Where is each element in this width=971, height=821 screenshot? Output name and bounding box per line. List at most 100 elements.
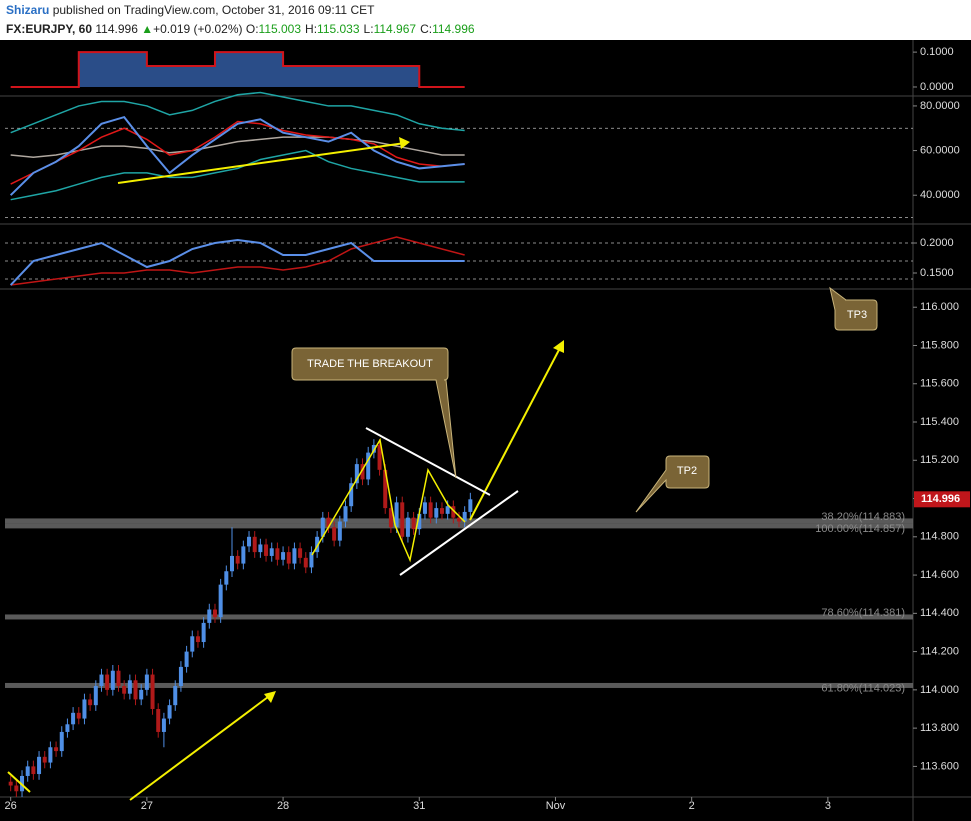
candle-body <box>144 674 149 690</box>
background <box>0 40 971 821</box>
y-tick-label: 115.600 <box>920 378 959 390</box>
candle-body <box>320 517 325 537</box>
panel-borders <box>0 40 971 821</box>
price: 114.996 <box>95 22 138 36</box>
candle-body <box>332 527 337 541</box>
arrow-head <box>264 691 276 703</box>
candle-body <box>281 552 286 560</box>
candle-body <box>122 686 127 694</box>
x-tick-label: 31 <box>413 800 425 812</box>
ohlc-value: 115.003 <box>258 22 302 36</box>
candle-body <box>173 686 178 706</box>
y-tick-label: 113.800 <box>920 722 959 734</box>
x-tick-label: 28 <box>277 800 289 812</box>
candle-body <box>315 536 320 553</box>
candle-body <box>354 464 359 484</box>
candle-body <box>167 705 172 719</box>
candle-body <box>371 444 376 453</box>
indicator-line <box>10 149 465 201</box>
trend-arrow <box>117 142 406 184</box>
candle-body <box>150 674 155 709</box>
published: published on TradingView.com, October 31… <box>52 3 375 17</box>
ohlc-key: H: <box>305 22 318 36</box>
step-area <box>10 52 465 87</box>
x-tick-label: Nov <box>546 800 566 812</box>
candle-body <box>54 747 59 752</box>
candle-body <box>439 508 444 514</box>
indicator-line <box>9 239 465 286</box>
candle-body <box>82 699 87 719</box>
candle-body <box>377 444 382 470</box>
candle-body <box>360 464 365 480</box>
arrow: ▲ <box>141 22 154 36</box>
ohlc-key: O: <box>245 22 259 36</box>
indicator-line <box>10 236 465 286</box>
fib-label: 38.20%(114.883) <box>821 511 905 523</box>
y-tick-label: 114.800 <box>920 531 959 543</box>
candle-body <box>252 536 257 553</box>
candle-body <box>139 689 144 700</box>
zigzag <box>311 437 466 563</box>
candle-body <box>462 511 467 522</box>
candle-body <box>42 756 47 763</box>
candle-body <box>349 483 354 507</box>
candle-body <box>343 506 348 522</box>
candle-body <box>156 708 161 732</box>
candle-body <box>434 508 439 518</box>
breakout-arrow <box>469 345 562 521</box>
candle-body <box>37 756 42 775</box>
y-tick-label: 60.0000 <box>920 144 960 156</box>
candle-body <box>286 552 291 564</box>
y-tick-label: 80.0000 <box>920 100 960 112</box>
y-tick-label: 0.2000 <box>920 237 954 249</box>
y-tick-label: 114.000 <box>920 684 959 696</box>
candle-body <box>445 506 450 514</box>
y-tick-label: 115.200 <box>920 454 959 466</box>
candle-body <box>258 544 263 553</box>
fib-level <box>5 614 913 620</box>
candle-body <box>411 517 416 530</box>
candle-body <box>269 548 274 556</box>
drawings <box>7 137 878 801</box>
candle-body <box>451 506 456 518</box>
candle-body <box>218 584 223 618</box>
price-tag-label: 114.996 <box>921 493 960 505</box>
resistance-line <box>365 427 491 496</box>
y-tick-label: 40.0000 <box>920 189 960 201</box>
candle-body <box>326 517 331 528</box>
candle-body <box>207 609 212 623</box>
x-tick-label: 2 <box>689 800 695 812</box>
candle-body <box>275 548 280 560</box>
callout-box <box>829 286 878 331</box>
candle-body <box>388 508 393 528</box>
change: +0.019 (+0.02%) <box>153 22 243 36</box>
candle-body <box>116 670 121 687</box>
y-tick-label: 116.000 <box>920 301 959 313</box>
y-tick-label: 115.800 <box>920 339 959 351</box>
candle-body <box>422 502 427 514</box>
candle-body <box>405 517 410 537</box>
candle-body <box>235 555 240 564</box>
candle-body <box>309 552 314 568</box>
y-tick-label: 0.0000 <box>920 81 954 93</box>
candle-body <box>31 766 36 775</box>
candle-body <box>93 686 98 706</box>
y-tick-label: 114.600 <box>920 569 959 581</box>
fib-label: 100.00%(114.857) <box>815 523 905 535</box>
candle-body <box>224 571 229 585</box>
indicator-line <box>10 120 465 185</box>
author: Shizaru <box>6 3 50 17</box>
arrow-head <box>399 137 410 149</box>
candle-body <box>59 731 64 752</box>
candle-body <box>127 680 132 694</box>
y-tick-label: 0.1000 <box>920 46 954 58</box>
candle-body <box>264 544 269 556</box>
candle-body <box>247 536 252 547</box>
candle-body <box>110 670 115 690</box>
y-tick-label: 0.1500 <box>920 267 954 279</box>
candle-body <box>14 785 19 792</box>
x-tick-label: 26 <box>5 800 17 812</box>
trend-arrow <box>129 693 273 801</box>
candle-body <box>383 469 388 509</box>
ohlc-key: C: <box>420 22 433 36</box>
